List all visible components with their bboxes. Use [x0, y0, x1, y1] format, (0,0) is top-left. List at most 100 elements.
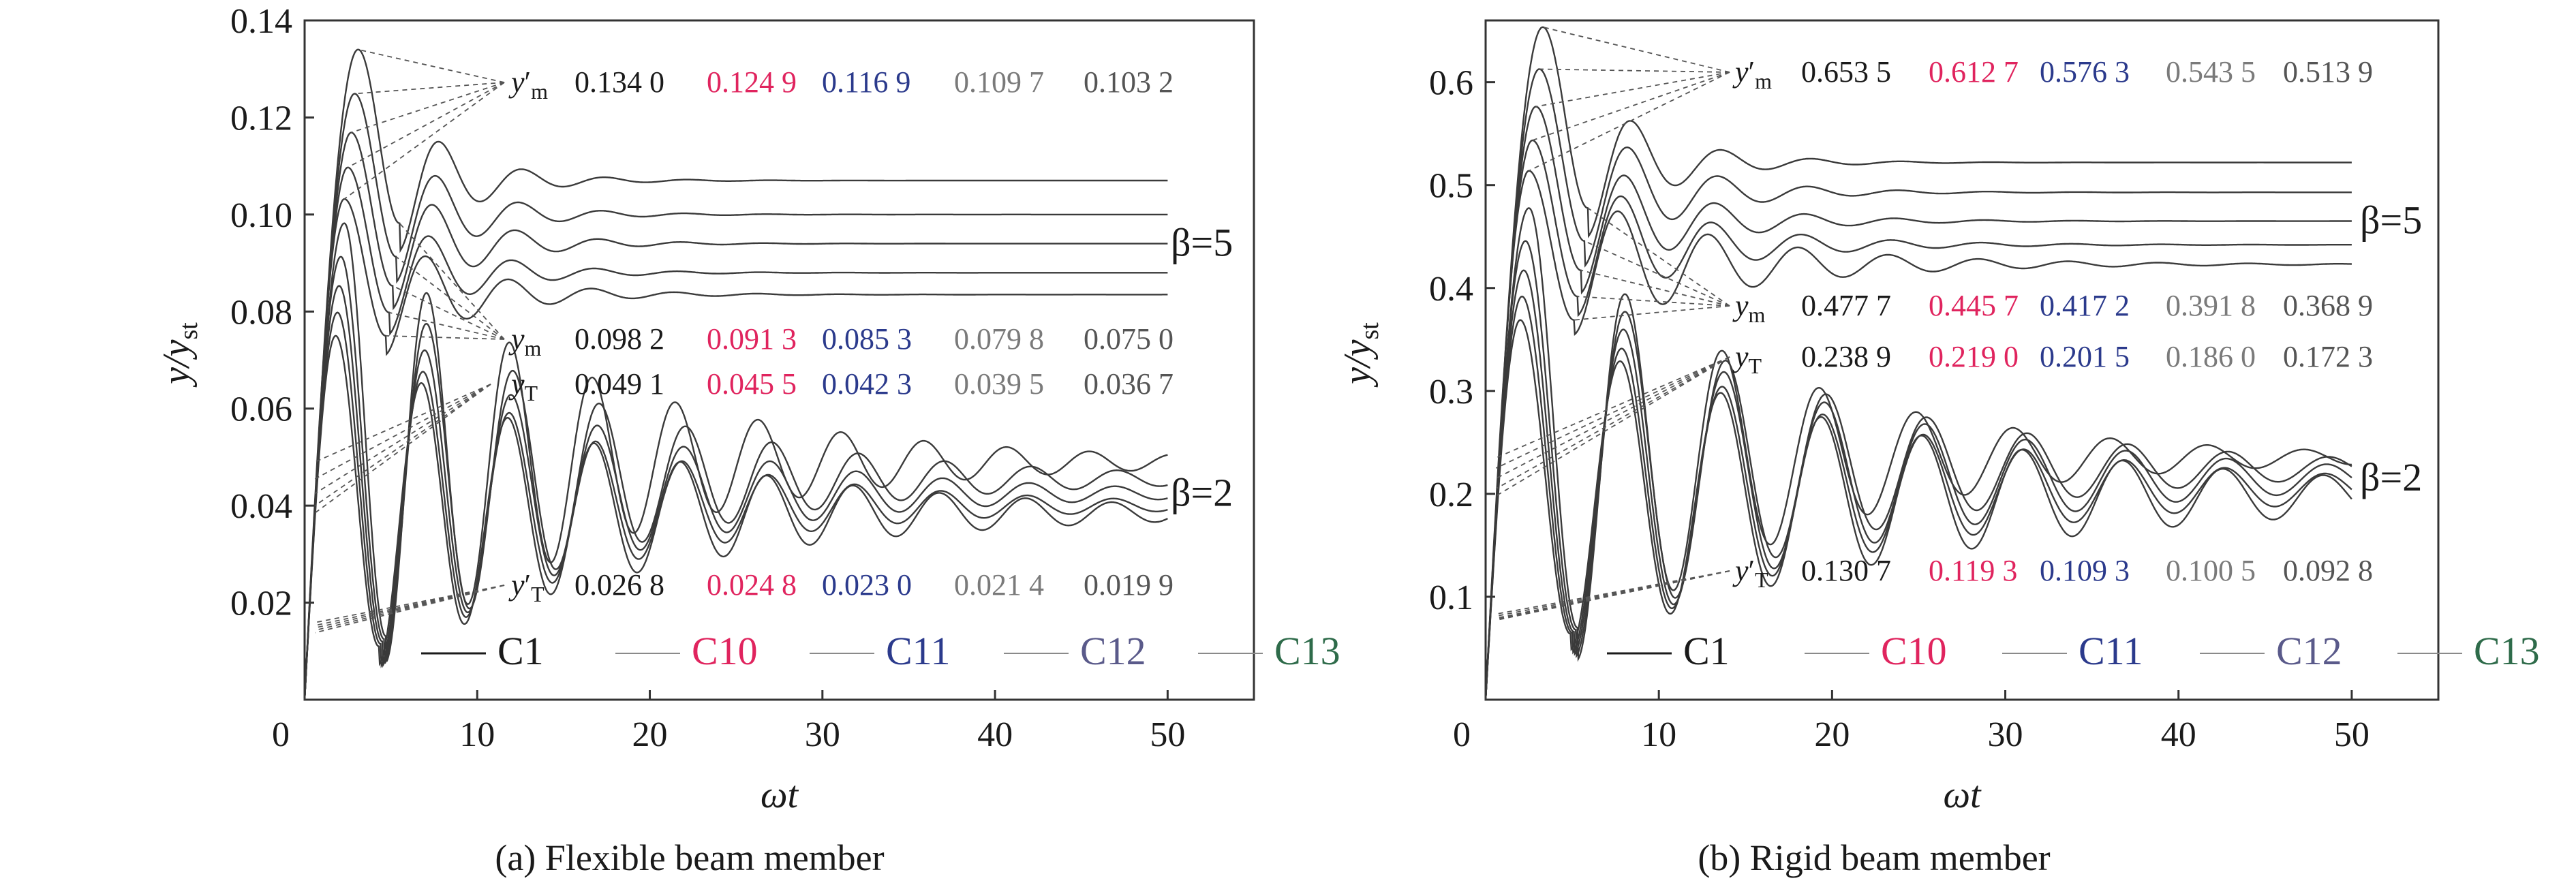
annotation-guide-line	[315, 585, 505, 626]
annotation-value: 0.103 2	[1084, 65, 1174, 99]
annotation-guide-line	[314, 384, 491, 463]
annotation-value: 0.417 2	[2040, 289, 2130, 322]
annotation-symbol: ym	[508, 322, 542, 360]
annotation-symbol-subscript: T	[1749, 354, 1762, 378]
annotation-value: 0.021 4	[954, 568, 1044, 602]
annotation-value: 0.612 7	[1929, 55, 2019, 89]
annotation-guide-line	[354, 82, 505, 95]
annotation-guide-line	[1587, 207, 1730, 307]
annotation-symbol-subscript: T	[525, 381, 538, 405]
curve-β=2-C10	[1484, 240, 2352, 700]
curve-β=2-C13	[303, 335, 1168, 700]
annotation-guide-line	[1539, 68, 1730, 73]
curve-β=2-C11	[303, 285, 1168, 700]
curve-β=5-C10	[1484, 68, 2352, 700]
curve-β=2-C12	[303, 311, 1168, 700]
y-tick-label: 0.4	[1429, 270, 1473, 309]
annotation-value: 0.042 3	[822, 367, 912, 401]
y-axis-title-subscript: st	[174, 322, 203, 340]
annotation-guide-line	[1495, 356, 1730, 497]
legend-label: C1	[497, 629, 544, 673]
annotation-guide-line	[314, 585, 505, 634]
x-tick-label: 50	[2334, 715, 2370, 754]
y-tick-label: 0.08	[230, 293, 292, 332]
annotation-value: 0.576 3	[2040, 55, 2130, 89]
annotation-value: 0.109 7	[954, 65, 1044, 99]
legend-label: C11	[2079, 629, 2143, 673]
y-tick-label: 0.14	[230, 2, 292, 41]
annotation-symbol-prime: ′	[525, 568, 532, 602]
panel-rigid-beam: 0 10 20 30 40 50 0.1 0.2 0.3 0.4 0.5 0.6 ωt y/yst (b) …	[1336, 19, 2540, 878]
annotation-guide-line	[347, 82, 505, 168]
annotation-symbol-subscript: T	[531, 582, 545, 606]
annotation-value: 0.100 5	[2166, 554, 2256, 587]
annotation-guide-line	[1584, 240, 1730, 307]
annotation-guide-line	[1495, 356, 1730, 490]
annotation-symbol-subscript: m	[525, 336, 542, 360]
x-axis-title: ωt	[1943, 774, 1982, 816]
y-axis-title: y/yst	[1336, 322, 1384, 388]
x-tick-label: 30	[1988, 715, 2023, 754]
annotation-guide-line	[399, 223, 505, 340]
annotation-value: 0.026 8	[574, 568, 664, 602]
annotation-symbol: yT	[1732, 340, 1762, 378]
annotation-value: 0.039 5	[954, 367, 1044, 401]
legend-label: C11	[886, 629, 951, 673]
annotation-symbol-subscript: m	[531, 79, 548, 104]
x-tick-label: 10	[1641, 715, 1676, 754]
annotation-value: 0.445 7	[1929, 289, 2019, 322]
curve-β=2-C13	[1484, 319, 2352, 700]
annotation-symbol-subscript: T	[1755, 568, 1768, 592]
annotation-value: 0.130 7	[1801, 554, 1891, 587]
legend-label: C1	[1683, 629, 1730, 673]
annotation-value: 0.543 5	[2166, 55, 2256, 89]
y-axis-title: y/yst	[155, 322, 203, 388]
beta-label: β=2	[1171, 470, 1233, 514]
annotation-value: 0.119 3	[1929, 554, 2017, 587]
annotation-guide-line	[1532, 72, 1730, 141]
annotation-guide-line	[343, 82, 505, 200]
annotation-guide-line	[314, 384, 491, 495]
x-tick-label: 40	[977, 715, 1013, 754]
annotation-guide-line	[386, 335, 505, 340]
y-tick-label: 0.12	[230, 99, 292, 138]
annotation-symbol: y′T	[1732, 554, 1768, 592]
annotation-symbol: y′m	[1732, 55, 1772, 93]
panel-flexible-beam: 0 10 20 30 40 50 0.02 0.04 0.06 0.08 0.10 0.12 0.14 ω…	[155, 2, 1340, 878]
curve-β=5-C10	[303, 93, 1168, 700]
x-tick-label: 10	[459, 715, 495, 754]
x-tick-label: 50	[1150, 715, 1185, 754]
beta-label: β=2	[2360, 455, 2422, 499]
annotation-guide-line	[1580, 269, 1730, 307]
plot-frame	[1484, 19, 2440, 701]
annotation-guide-line	[314, 585, 505, 629]
curve-β=2-C11	[1484, 269, 2352, 700]
annotation-value: 0.049 1	[574, 367, 664, 401]
plot-frame	[303, 19, 1255, 701]
x-tick-label: 0	[1453, 715, 1471, 754]
curve-β=5-C13	[303, 198, 1168, 700]
curve-β=5-C11	[303, 131, 1168, 700]
legend-label: C10	[692, 629, 758, 673]
y-tick-label: 0.3	[1429, 373, 1473, 412]
annotation-guide-line	[315, 585, 505, 623]
curve-β=5-C12	[303, 166, 1168, 700]
annotation-value: 0.109 3	[2040, 554, 2130, 587]
annotation-symbol: y′T	[508, 568, 545, 606]
annotation-guide-line	[1542, 26, 1730, 73]
annotation-guide-line	[1577, 296, 1730, 307]
curve-β=2-C1	[1484, 207, 2352, 700]
annotation-value: 0.116 9	[822, 65, 910, 99]
curve-β=5-C13	[1484, 170, 2352, 700]
y-axis-title-subscript: st	[1355, 322, 1384, 340]
annotation-value: 0.091 3	[707, 322, 797, 356]
annotation-guide-line	[1495, 356, 1730, 459]
legend-label: C12	[1080, 629, 1146, 673]
annotation-value: 0.186 0	[2166, 340, 2256, 373]
y-tick-label: 0.1	[1429, 578, 1473, 617]
annotation-guide-line	[392, 285, 505, 340]
curve-β=5-C12	[1484, 139, 2352, 700]
legend-label: C13	[1274, 629, 1340, 673]
annotation-value: 0.477 7	[1801, 289, 1891, 322]
annotation-value: 0.075 0	[1084, 322, 1174, 356]
